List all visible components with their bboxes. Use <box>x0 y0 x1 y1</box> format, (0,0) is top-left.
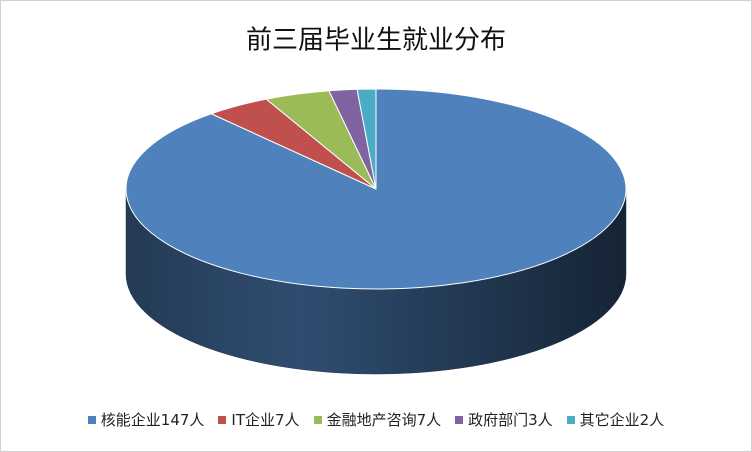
legend-swatch <box>313 415 322 424</box>
legend-swatch <box>566 415 575 424</box>
slice <box>356 88 377 190</box>
legend-label: 其它企业2人 <box>579 411 665 429</box>
legend-item: 金融地产咨询7人 <box>313 409 442 430</box>
legend: 核能企业147人 IT企业7人 金融地产咨询7人 政府部门3人 其它企业2人 <box>1 409 751 430</box>
chart-title: 前三届毕业生就业分布 <box>246 26 506 56</box>
legend-swatch <box>87 415 96 424</box>
legend-label: 政府部门3人 <box>468 411 553 429</box>
legend-label: 金融地产咨询7人 <box>326 411 442 429</box>
legend-swatch <box>455 415 464 424</box>
plot: 前三届毕业生就业分布 <box>125 26 627 375</box>
legend-swatch <box>218 415 227 424</box>
legend-item: IT企业7人 <box>218 409 300 430</box>
legend-label: IT企业7人 <box>231 411 300 429</box>
legend-item: 政府部门3人 <box>455 409 553 430</box>
legend-item: 核能企业147人 <box>87 409 205 430</box>
legend-label: 核能企业147人 <box>100 411 205 429</box>
legend-item: 其它企业2人 <box>566 409 665 430</box>
